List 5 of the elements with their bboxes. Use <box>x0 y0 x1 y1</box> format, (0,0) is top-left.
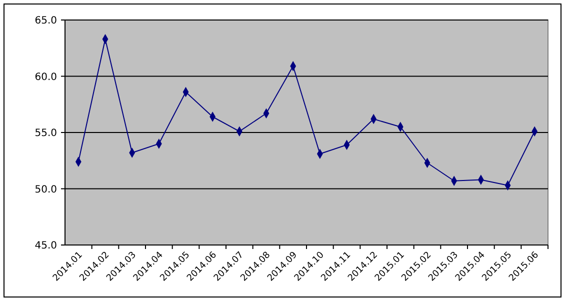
y-tick-label: 60.0 <box>34 72 57 83</box>
y-tick-label: 45.0 <box>34 240 57 252</box>
y-tick-label: 55.0 <box>34 128 57 139</box>
y-tick-label: 50.0 <box>34 184 57 196</box>
y-tick-label: 65.0 <box>34 16 57 26</box>
